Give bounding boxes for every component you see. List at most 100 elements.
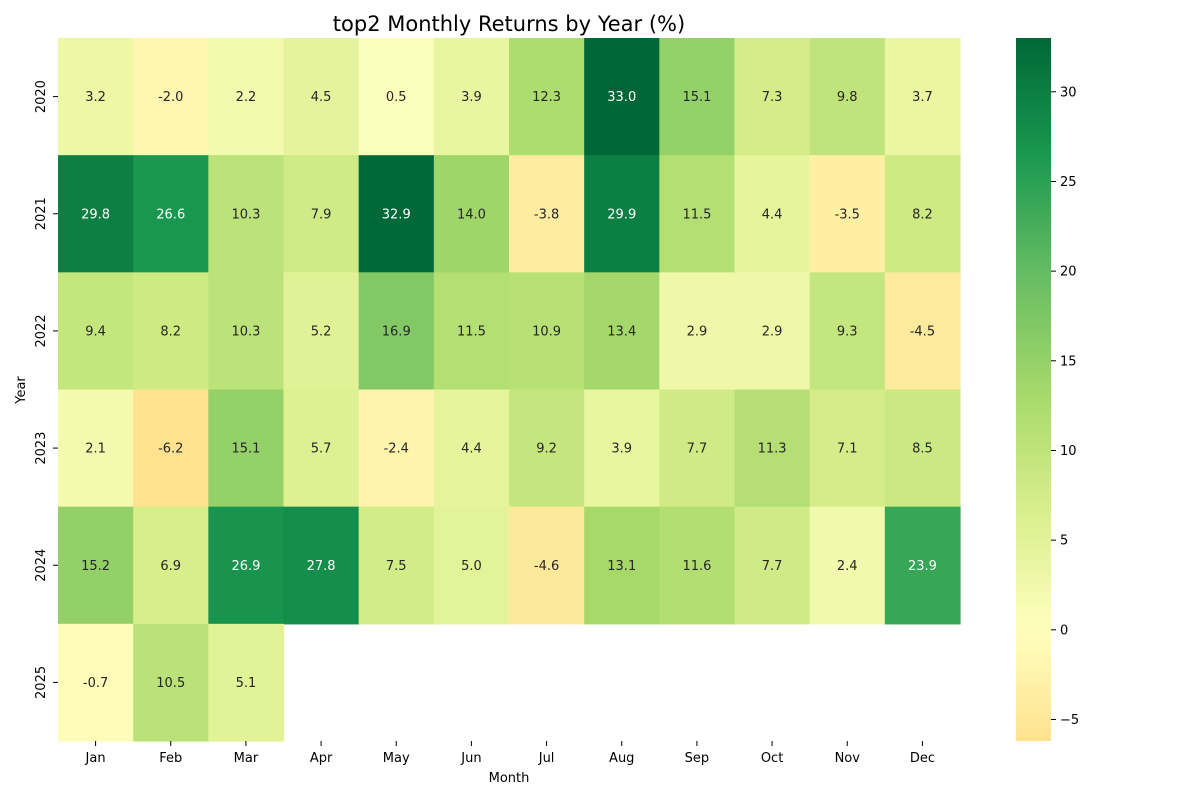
colorbar-ticks: −5 0 5 10 15 20 25 30 [1051,85,1079,728]
heatmap-cell-label: 10.9 [532,324,561,339]
heatmap-cell [809,155,886,273]
heatmap-cell [884,272,961,391]
heatmap-cell [809,389,886,508]
heatmap-cell-label: 10.5 [156,676,185,691]
heatmap-cell [283,389,360,508]
x-tick-label: Sep [685,751,710,766]
colorbar-tick-label: 5 [1060,534,1068,549]
heatmap-cell-label: 3.7 [912,90,933,105]
heatmap-cell [58,623,134,742]
heatmap-cell-label: 11.3 [758,442,787,457]
x-axis-ticks: Jan Feb Mar Apr May Jun Jul Aug Sep Oct Nov Dec [85,741,935,766]
heatmap-cell-label: 7.5 [386,559,407,574]
heatmap-cell [659,389,736,508]
heatmap-cell-label: 6.9 [160,559,181,574]
x-tick-label: Nov [835,751,861,766]
heatmap-cell [433,389,510,508]
heatmap-cell [58,506,134,625]
heatmap-cell [133,389,209,508]
heatmap-cell [734,155,811,273]
heatmap-cell [358,506,435,625]
heatmap-cell [133,506,209,625]
y-axis-label: Year [14,376,29,405]
heatmap-cell [283,155,360,273]
heatmap-cell-label: -6.2 [158,442,183,457]
heatmap-cell-label: 3.9 [611,442,632,457]
heatmap-cell-label: 8.2 [912,207,933,222]
heatmap-cell-label: 9.4 [85,324,106,339]
heatmap-cell [358,272,435,391]
heatmap-cell [584,38,660,156]
heatmap-cell [584,389,660,508]
heatmap-cell [133,155,209,273]
chart-title: top2 Monthly Returns by Year (%) [333,12,685,36]
heatmap-cell-label: 9.8 [837,90,858,105]
heatmap-cell-label: 5.1 [236,676,257,691]
y-tick-label: 2025 [34,666,49,699]
heatmap-cell [734,389,811,508]
x-tick-label: Oct [761,751,783,766]
heatmap-cell [659,155,736,273]
x-tick-label: Dec [910,751,935,766]
x-axis-label: Month [489,771,530,786]
colorbar-tick-label: 10 [1060,444,1077,459]
heatmap-cell [133,272,209,391]
heatmap-cell [433,272,510,391]
heatmap-cell-label: 14.0 [457,207,486,222]
heatmap-cell [58,155,134,273]
heatmap-cell [884,155,961,273]
heatmap-cell [208,506,285,625]
heatmap-cell-label: 2.9 [687,324,708,339]
heatmap-cell [208,623,285,742]
y-tick-label: 2023 [34,432,49,465]
heatmap-cell-label: 15.1 [682,90,711,105]
heatmap-cell-label: 29.8 [81,207,110,222]
heatmap-cell [358,389,435,508]
heatmap-cell [208,38,285,156]
heatmap-cell-label: 4.4 [461,442,482,457]
heatmap-cell-label: 16.9 [382,324,411,339]
heatmap-cell-label: 27.8 [307,559,336,574]
heatmap-cell [659,272,736,391]
x-tick-label: Jun [460,751,481,766]
heatmap-cell [509,155,585,273]
heatmap-cell-label: 8.2 [160,324,181,339]
heatmap-cell [884,506,961,625]
heatmap-cell-label: 23.9 [908,559,937,574]
heatmap-cell [734,272,811,391]
heatmap-cell [283,38,360,156]
y-tick-label: 2022 [34,314,49,347]
heatmap-cell-label: 4.5 [311,90,332,105]
heatmap-cell [584,272,660,391]
heatmap-cell-label: 13.4 [607,324,636,339]
heatmap-cell [884,389,961,508]
heatmap-cell [509,272,585,391]
heatmap-cell-label: -0.7 [83,676,108,691]
heatmap-cell [433,38,510,156]
heatmap-cell [433,155,510,273]
heatmap-cell [809,506,886,625]
heatmap-cell-label: 5.7 [311,442,332,457]
heatmap-cell-label: 7.9 [311,207,332,222]
x-tick-label: Aug [609,751,634,766]
heatmap-cell [734,506,811,625]
heatmap-cell [358,155,435,273]
heatmap-cell [208,389,285,508]
heatmap-cell-label: -2.4 [384,442,409,457]
heatmap-cell-label: -3.8 [534,207,559,222]
heatmap-cell-label: 26.9 [231,559,260,574]
heatmap-cell [734,38,811,156]
colorbar-tick-label: 30 [1060,85,1077,100]
heatmap-cell-label: 11.6 [682,559,711,574]
heatmap-cell-label: 7.7 [687,442,708,457]
heatmap-cell-label: 8.5 [912,442,933,457]
heatmap-cell [509,389,585,508]
heatmap-cell-label: -2.0 [158,90,183,105]
heatmap-cell [509,506,585,625]
heatmap-cell-label: 2.1 [85,442,106,457]
heatmap-cell-label: 5.0 [461,559,482,574]
heatmap-cell-label: 33.0 [607,90,636,105]
heatmap-cell-label: 3.2 [85,90,106,105]
heatmap-cell [884,38,961,156]
